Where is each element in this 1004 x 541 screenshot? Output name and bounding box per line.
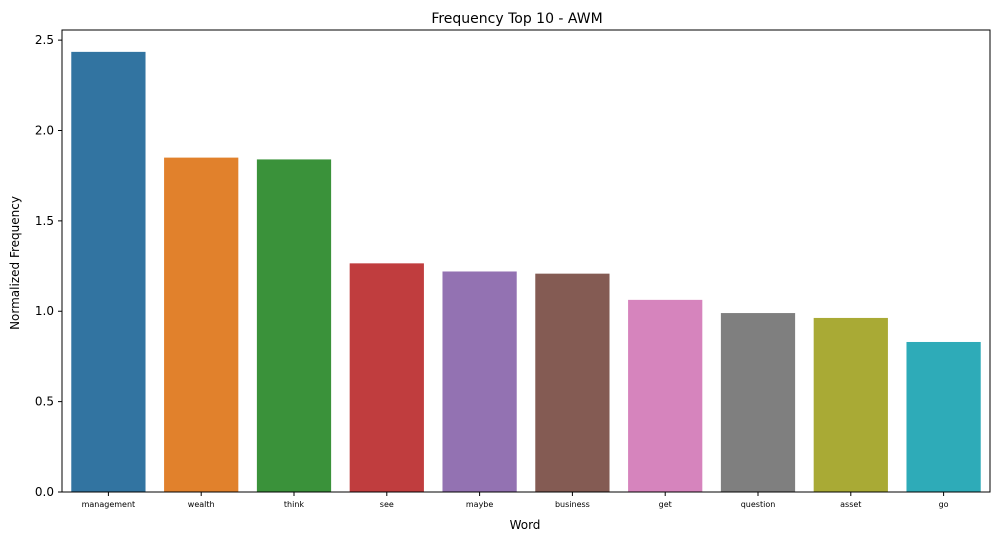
plot-frame (61, 29, 991, 493)
bar-think (256, 159, 332, 492)
x-tick-label: see (380, 500, 394, 509)
x-axis: management wealth think see maybe business get… (82, 492, 949, 509)
x-tick-label: think (284, 500, 305, 509)
x-tick-label: get (659, 500, 672, 509)
x-tick-label: question (741, 500, 776, 509)
x-tick-label: go (939, 500, 949, 509)
bar-management (71, 51, 146, 493)
bar-maybe (442, 271, 517, 492)
x-tick-label: maybe (466, 500, 494, 509)
y-axis: 0.0 0.5 1.0 1.5 2.0 2.5 (35, 33, 62, 499)
y-axis-label: Normalized Frequency (8, 196, 22, 330)
x-tick-label: management (82, 500, 136, 509)
x-tick-label: business (555, 500, 590, 509)
bar-get (628, 299, 703, 492)
bar-see (349, 263, 424, 492)
x-tick-label: asset (840, 500, 861, 509)
y-tick-label: 1.0 (35, 304, 54, 318)
y-tick-label: 0.5 (35, 395, 54, 409)
bar-go (906, 341, 981, 492)
x-axis-label: Word (510, 518, 541, 532)
bar-asset (813, 317, 888, 492)
y-tick-label: 2.5 (35, 33, 54, 47)
chart-title: Frequency Top 10 - AWM (431, 11, 602, 27)
bar-wealth (164, 157, 239, 492)
bar-business (535, 273, 610, 492)
y-tick-label: 2.0 (35, 123, 54, 137)
bars (71, 51, 981, 493)
y-tick-label: 1.5 (35, 214, 54, 228)
x-tick-label: wealth (188, 500, 215, 509)
y-tick-label: 0.0 (35, 485, 54, 499)
bar-question (720, 313, 796, 492)
